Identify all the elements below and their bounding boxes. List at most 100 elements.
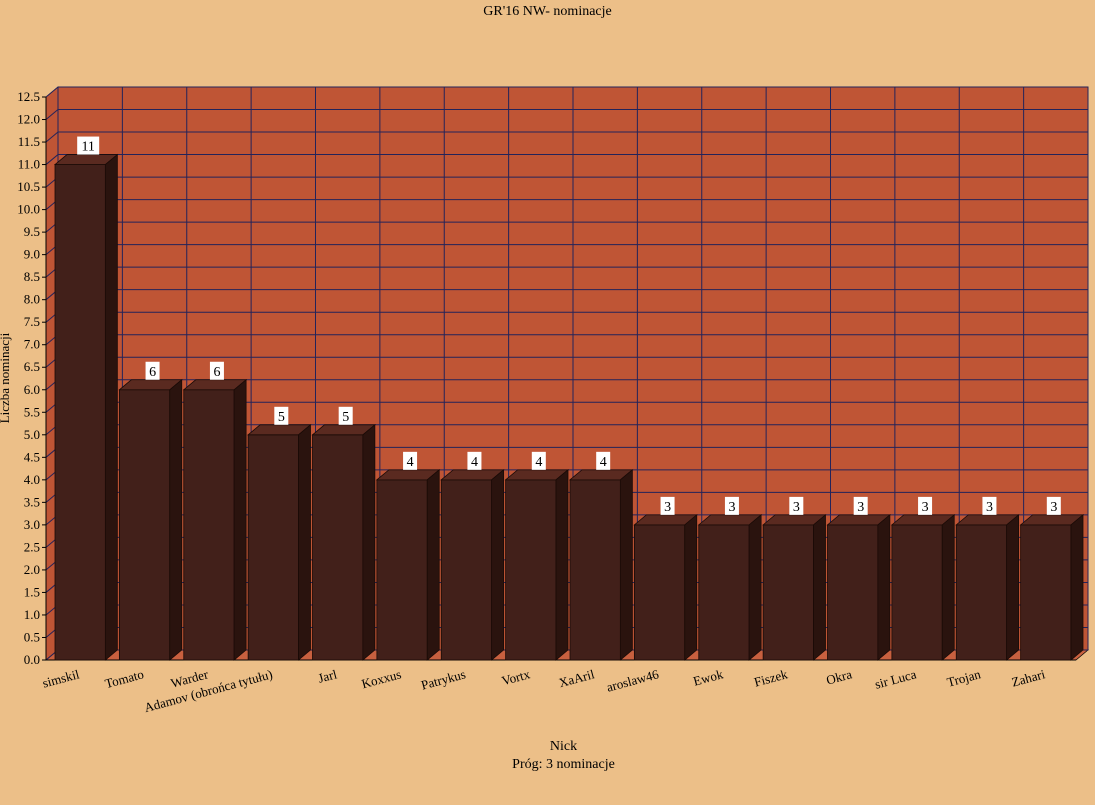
x-tick-label: Ewok <box>692 666 726 688</box>
bar-side <box>169 378 183 661</box>
x-tick-label: Vortx <box>500 666 532 688</box>
x-tick-label: aroslaw46 <box>605 666 661 694</box>
data-label: 3 <box>664 500 671 515</box>
bar-side <box>426 468 440 661</box>
bar-side <box>491 468 505 661</box>
bar-side <box>1006 514 1020 661</box>
x-tick-label: Jarl <box>316 666 338 685</box>
y-tick-label: 1.5 <box>24 584 40 599</box>
data-label: 4 <box>535 455 542 470</box>
bar <box>569 479 621 661</box>
y-tick-label: 6.0 <box>24 382 40 397</box>
data-label-box <box>145 361 160 380</box>
y-tick-label: 8.5 <box>24 269 40 284</box>
bar <box>440 479 493 661</box>
x-tick-label: Adamov (obrońca tytułu) <box>143 666 275 715</box>
data-label-box <box>660 496 675 515</box>
x-tick-label: sir Luca <box>873 666 918 691</box>
x-tick-label: XaAril <box>557 666 596 690</box>
bar <box>891 524 943 661</box>
bar <box>312 434 364 661</box>
y-tick-label: 1.0 <box>24 607 40 622</box>
data-label-box <box>1046 496 1061 515</box>
bar <box>762 524 814 661</box>
data-label-box <box>338 406 353 425</box>
data-label-box <box>403 451 418 470</box>
data-label-box <box>209 361 224 380</box>
x-tick-label: Fiszek <box>752 666 789 689</box>
x-tick-label: Koxxus <box>360 666 403 691</box>
data-label: 4 <box>407 455 414 470</box>
bar-side <box>684 514 698 661</box>
data-label-box <box>853 496 868 515</box>
data-label-box <box>982 496 997 515</box>
y-tick-label: 10.5 <box>17 179 40 194</box>
data-label-box <box>467 451 482 470</box>
bar <box>698 524 750 661</box>
data-label-box <box>789 496 804 515</box>
data-label-box <box>724 496 739 515</box>
gridline-side <box>45 131 59 143</box>
gridline-side <box>45 154 59 165</box>
y-tick-label: 0.5 <box>24 629 40 644</box>
y-tick-label: 8.0 <box>24 292 40 307</box>
y-tick-label: 11.5 <box>18 134 40 149</box>
bar <box>955 524 1008 661</box>
y-tick-label: 3.0 <box>24 517 40 532</box>
x-tick-label: Okra <box>824 666 853 687</box>
y-tick-label: 12.0 <box>17 112 40 127</box>
bar <box>505 479 557 661</box>
y-tick-label: 4.5 <box>24 449 40 464</box>
data-label-box <box>531 451 546 470</box>
gridline-side <box>45 109 59 120</box>
chart-subtitle: Próg: 3 nominacje <box>512 757 615 772</box>
data-label: 3 <box>922 500 929 515</box>
y-tick-label: 10.0 <box>17 202 40 217</box>
x-axis-label-block: Nick Próg: 3 nominacje <box>0 738 1095 774</box>
bar-side <box>362 423 376 661</box>
bar <box>376 479 428 661</box>
bar <box>633 524 686 661</box>
bar-side <box>619 468 633 661</box>
bar <box>54 164 106 661</box>
y-tick-label: 12.5 <box>17 89 40 104</box>
bar-side <box>748 514 762 661</box>
x-tick-label: Zahari <box>1010 666 1047 689</box>
y-tick-label: 3.5 <box>24 494 40 509</box>
bar-side <box>877 514 891 661</box>
data-label: 11 <box>81 140 94 155</box>
x-tick-label: Trojan <box>945 666 982 689</box>
y-tick-label: 2.0 <box>24 562 40 577</box>
y-tick-label: 5.0 <box>24 427 40 442</box>
y-tick-label: 7.0 <box>24 337 40 352</box>
bar-side <box>555 468 569 661</box>
bar <box>183 389 235 661</box>
gridline-side <box>45 86 59 98</box>
bar <box>247 434 299 661</box>
y-tick-label: 2.5 <box>24 539 40 554</box>
data-label: 4 <box>600 455 607 470</box>
y-tick-label: 9.5 <box>24 224 40 239</box>
y-tick-label: 4.0 <box>24 472 40 487</box>
data-label: 3 <box>986 500 993 515</box>
bar-side <box>813 514 826 661</box>
y-axis-label: Liczba nominacji <box>0 332 12 424</box>
data-label-box <box>918 496 933 515</box>
data-label: 5 <box>342 410 349 425</box>
y-tick-label: 7.5 <box>24 314 40 329</box>
data-label: 6 <box>149 365 156 380</box>
data-label: 3 <box>857 500 864 515</box>
data-label: 3 <box>1050 500 1057 515</box>
data-label-box <box>77 136 100 155</box>
bar-side <box>104 153 118 661</box>
data-label: 3 <box>728 500 735 515</box>
data-label: 6 <box>213 365 220 380</box>
y-tick-label: 0.0 <box>24 652 40 667</box>
bar <box>118 389 171 661</box>
data-label: 3 <box>793 500 800 515</box>
data-label: 4 <box>471 455 478 470</box>
data-label-box <box>596 451 611 470</box>
data-label-box <box>274 406 289 425</box>
